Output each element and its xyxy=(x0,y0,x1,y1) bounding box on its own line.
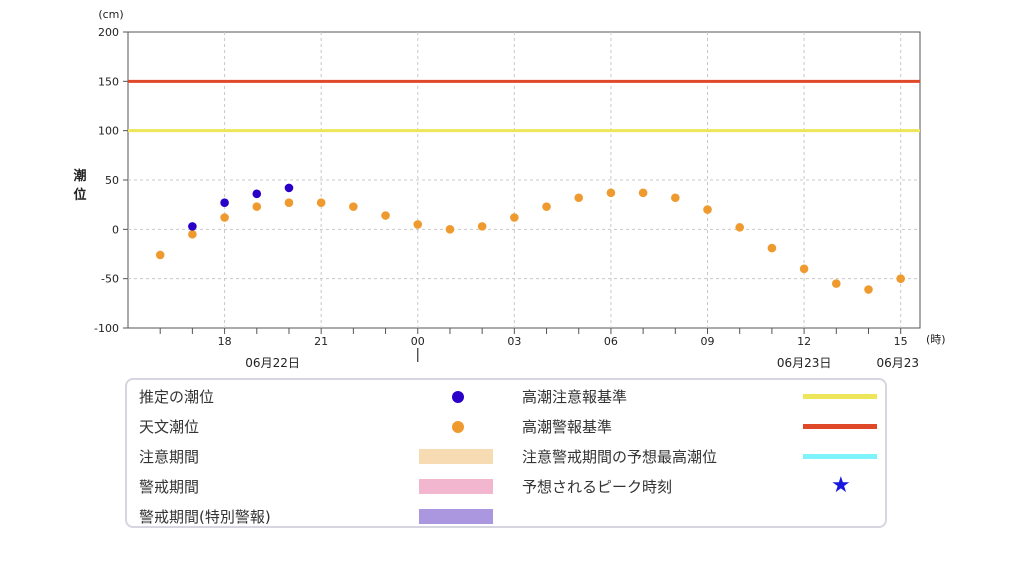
x-tick-label: 03 xyxy=(507,335,521,348)
astronomical-tide-point xyxy=(413,220,423,229)
y-title-char: 位 xyxy=(73,187,86,203)
astronomical-tide-point xyxy=(316,198,326,207)
y-axis: 200 150 100 50 0 -50 -100 xyxy=(94,26,128,335)
estimated-tide-point xyxy=(284,183,294,193)
y-tick-label: 50 xyxy=(105,174,119,187)
legend-label-special-warning-period: 警戒期間(特別警報) xyxy=(139,508,271,526)
warning-criterion-line-swatch xyxy=(803,424,877,429)
y-tick-label: 0 xyxy=(112,223,119,236)
predicted-max-line-swatch xyxy=(803,454,877,459)
astronomical-tide-point xyxy=(638,188,648,198)
legend: 推定の潮位 天文潮位 注意期間 警戒期間 警戒期間(特別警報) 高潮注意報基準 … xyxy=(125,378,887,528)
special-warning-period-swatch xyxy=(419,509,493,524)
data-points xyxy=(155,183,905,294)
x-tick-label: 18 xyxy=(218,335,232,348)
legend-label-predicted-peak: 予想されるピーク時刻 xyxy=(522,478,673,496)
legend-label-astronomical-tide: 天文潮位 xyxy=(139,418,200,436)
astronomical-tide-point xyxy=(349,202,358,211)
advisory-period-swatch xyxy=(419,449,493,464)
date-label: 06月23日 xyxy=(777,356,832,370)
y-tick-label: 100 xyxy=(98,125,119,138)
star-icon: ★ xyxy=(831,473,851,498)
astronomical-tide-point xyxy=(188,229,197,239)
astronomical-tide-point xyxy=(477,222,487,231)
astronomical-tide-dot-icon xyxy=(452,421,464,433)
astronomical-tide-point xyxy=(574,193,584,203)
astronomical-tide-point xyxy=(155,250,165,260)
astronomical-tide-point xyxy=(606,188,616,198)
astronomical-tide-point xyxy=(703,205,712,214)
astronomical-tide-point xyxy=(831,279,841,288)
legend-label-estimated-tide: 推定の潮位 xyxy=(139,388,215,406)
legend-label-predicted-max: 注意警戒期間の予想最高潮位 xyxy=(522,448,718,466)
date-label: 06月22日 xyxy=(245,356,300,370)
astronomical-tide-point xyxy=(542,202,551,211)
date-label: 06月23 xyxy=(876,356,919,370)
astronomical-tide-point xyxy=(284,198,294,207)
x-tick-label: 00 xyxy=(411,335,425,348)
x-unit-label: (時) xyxy=(926,333,946,346)
astronomical-tide-point xyxy=(671,193,680,203)
legend-label-warning-criterion: 高潮警報基準 xyxy=(522,418,613,436)
y-title-char: 潮 xyxy=(73,168,86,184)
y-tick-label: 150 xyxy=(98,75,119,88)
legend-label-advisory-criterion: 高潮注意報基準 xyxy=(522,388,628,406)
x-tick-label: 12 xyxy=(797,335,811,348)
estimated-tide-dot-icon xyxy=(452,391,464,403)
astronomical-tide-point xyxy=(220,213,229,222)
astronomical-tide-point xyxy=(445,225,455,234)
astronomical-tide-point xyxy=(252,202,262,211)
astronomical-tide-point xyxy=(510,213,519,222)
astronomical-tide-point xyxy=(896,274,905,283)
x-tick-label: 15 xyxy=(894,335,908,348)
y-unit-label: (cm) xyxy=(98,8,123,21)
legend-label-advisory-period: 注意期間 xyxy=(139,448,200,466)
legend-label-warning-period: 警戒期間 xyxy=(139,478,200,496)
threshold-lines xyxy=(128,79,920,133)
astronomical-tide-point xyxy=(767,243,777,253)
advisory-criterion-line-swatch xyxy=(803,394,877,399)
x-tick-label: 09 xyxy=(701,335,715,348)
y-tick-label: 200 xyxy=(98,26,119,39)
astronomical-tide-point xyxy=(864,285,873,294)
astronomical-tide-point xyxy=(735,223,745,232)
x-tick-label: 21 xyxy=(314,335,328,348)
estimated-tide-point xyxy=(188,222,197,231)
astronomical-tide-point xyxy=(381,211,390,220)
estimated-tide-point xyxy=(252,189,262,199)
y-tick-label: -50 xyxy=(101,273,119,286)
y-axis-title: 潮位 xyxy=(73,168,86,203)
y-tick-label: -100 xyxy=(94,322,119,335)
x-tick-label: 06 xyxy=(604,335,618,348)
astronomical-tide-point xyxy=(799,264,809,274)
warning-period-swatch xyxy=(419,479,493,494)
tide-chart: 200 150 100 50 0 -50 -100 18 21 00 03 06 09 12 15 06月2… xyxy=(73,8,946,370)
estimated-tide-point xyxy=(220,198,229,207)
x-axis: 18 21 00 03 06 09 12 15 06月22日 06月23日 06月23 xyxy=(159,328,919,370)
